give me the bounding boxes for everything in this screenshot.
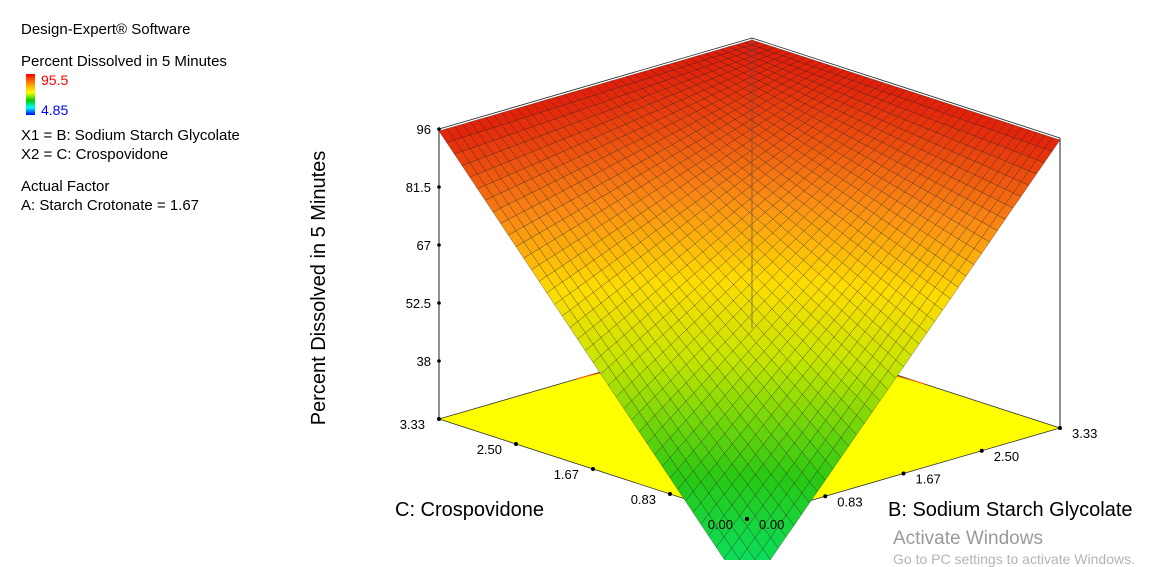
b-tick-label: 0.00: [759, 517, 784, 532]
b-tick-label: 3.33: [1072, 426, 1097, 441]
b-tick-mark: [980, 449, 984, 453]
c-tick-label: 3.33: [400, 417, 425, 432]
c-tick-label: 0.00: [708, 517, 733, 532]
z-tick-label: 96: [417, 122, 431, 137]
activate-windows-subtitle: Go to PC settings to activate Windows.: [893, 551, 1135, 567]
c-tick-mark: [514, 442, 518, 446]
c-tick-mark: [437, 417, 441, 421]
z-tick-mark: [437, 127, 441, 131]
c-tick-label: 0.83: [631, 492, 656, 507]
z-tick-mark: [437, 243, 441, 247]
z-tick-mark: [437, 359, 441, 363]
surface-layer: [439, 40, 1060, 560]
z-tick-label: 67: [417, 238, 431, 253]
c-tick-label: 1.67: [554, 467, 579, 482]
b-tick-label: 2.50: [994, 449, 1019, 464]
b-tick-label: 1.67: [916, 472, 941, 487]
z-tick-mark: [437, 185, 441, 189]
c-tick-label: 2.50: [477, 442, 502, 457]
b-axis-title: B: Sodium Starch Glycolate: [888, 499, 1133, 521]
z-tick-label: 81.5: [406, 180, 431, 195]
z-tick-mark: [437, 301, 441, 305]
b-tick-label: 0.83: [837, 494, 862, 509]
activate-windows-title: Activate Windows: [893, 528, 1043, 550]
z-tick-label: 52.5: [406, 296, 431, 311]
b-tick-mark: [1058, 426, 1062, 430]
c-axis-title: C: Crospovidone: [395, 499, 544, 521]
c-tick-mark: [668, 492, 672, 496]
b-tick-mark: [745, 517, 749, 521]
c-tick-mark: [591, 467, 595, 471]
b-tick-mark: [902, 472, 906, 476]
z-axis-title: Percent Dissolved in 5 Minutes: [308, 151, 330, 426]
z-tick-label: 38: [417, 354, 431, 369]
b-tick-mark: [823, 494, 827, 498]
